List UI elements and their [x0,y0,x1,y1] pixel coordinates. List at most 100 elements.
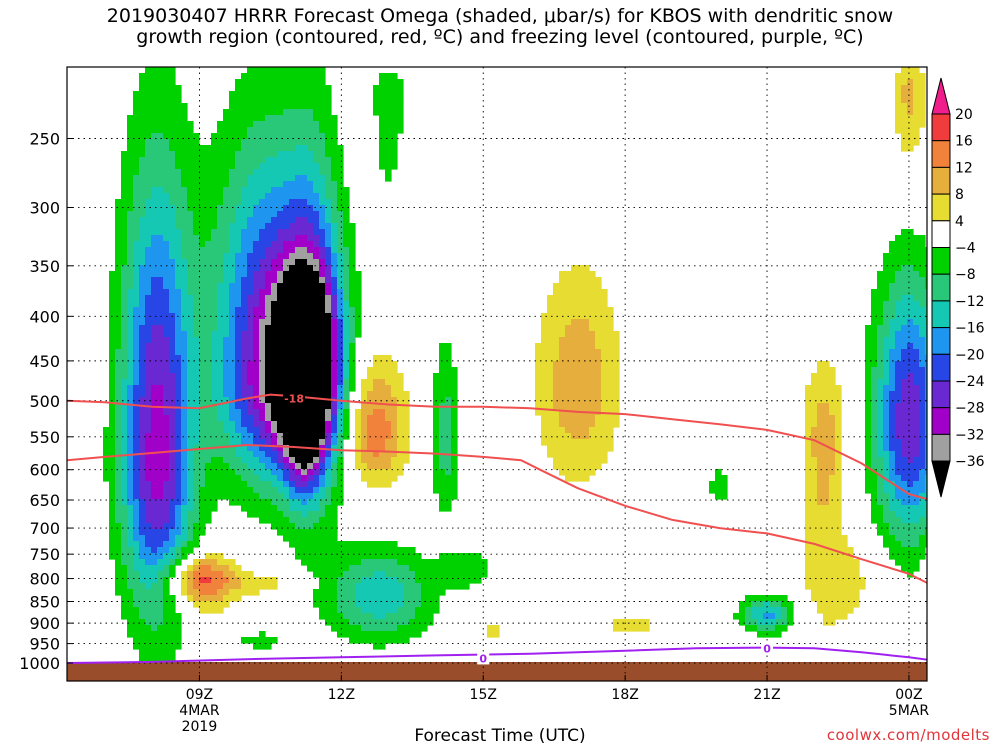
omega-cell [253,511,260,518]
omega-cell [601,415,608,422]
omega-cell [925,475,927,482]
omega-cell [589,325,596,332]
omega-cell [229,577,236,584]
omega-cell [169,415,176,422]
omega-cell [319,127,326,134]
omega-cell [583,295,590,302]
omega-cell [205,463,212,470]
omega-cell [331,313,338,320]
omega-cell [589,415,596,422]
omega-cell [301,355,308,362]
omega-cell [115,487,122,494]
omega-cell [283,163,290,170]
omega-cell [151,145,158,152]
omega-cell [871,457,878,464]
omega-cell [127,271,134,278]
omega-cell [289,67,296,74]
omega-cell [187,415,194,422]
omega-cell [829,529,836,536]
omega-cell [181,187,188,194]
omega-cell [919,97,926,104]
omega-cell [181,457,188,464]
omega-cell [295,319,302,326]
omega-cell [817,427,824,434]
omega-cell [229,91,236,98]
omega-cell [289,463,296,470]
omega-cell [235,301,242,308]
omega-cell [181,421,188,428]
omega-cell [253,79,260,86]
omega-cell [247,319,254,326]
omega-cell [913,367,920,374]
omega-cell [241,115,248,122]
omega-cell [259,307,266,314]
omega-cell [193,583,200,590]
omega-cell [901,139,908,146]
omega-cell [175,475,182,482]
omega-cell [385,439,392,446]
omega-cell [331,199,338,206]
omega-cell [595,277,602,284]
omega-cell [265,415,272,422]
omega-cell [169,181,176,188]
omega-cell [145,595,152,602]
omega-cell [247,151,254,158]
omega-cell [151,151,158,158]
omega-cell [439,343,446,350]
omega-cell [385,541,392,548]
omega-cell [319,193,326,200]
omega-cell [145,211,152,218]
omega-cell [193,415,200,422]
omega-cell [259,373,266,380]
omega-cell [247,211,254,218]
omega-cell [913,391,920,398]
omega-cell [217,331,224,338]
omega-cell [361,463,368,470]
omega-cell [817,493,824,500]
omega-cell [157,277,164,284]
omega-cell [919,529,926,536]
omega-cell [805,541,812,548]
omega-cell [883,445,890,452]
omega-cell [157,475,164,482]
omega-cell [829,475,836,482]
omega-cell [139,391,146,398]
omega-cell [865,487,872,494]
omega-cell [139,79,146,86]
omega-cell [901,127,908,134]
omega-cell [583,385,590,392]
omega-cell [199,271,206,278]
omega-cell [253,175,260,182]
omega-cell [121,253,128,260]
omega-cell [313,127,320,134]
omega-cell [319,547,326,554]
omega-cell [895,403,902,410]
omega-cell [277,175,284,182]
omega-cell [463,577,470,584]
omega-cell [277,337,284,344]
omega-cell [301,205,308,212]
omega-cell [865,463,872,470]
omega-cell [289,331,296,338]
omega-cell [235,583,242,590]
omega-cell [367,379,374,386]
omega-cell [397,583,404,590]
omega-cell [565,295,572,302]
omega-cell [277,217,284,224]
omega-cell [241,271,248,278]
omega-cell [577,349,584,356]
omega-cell [307,439,314,446]
omega-cell [283,313,290,320]
omega-cell [601,385,608,392]
omega-cell [277,91,284,98]
omega-cell [205,439,212,446]
omega-cell [139,547,146,554]
omega-cell [349,565,356,572]
omega-cell [571,439,578,446]
omega-cell [151,535,158,542]
omega-cell [343,403,350,410]
omega-cell [325,415,332,422]
omega-cell [313,193,320,200]
omega-cell [835,409,842,416]
omega-cell [253,91,260,98]
